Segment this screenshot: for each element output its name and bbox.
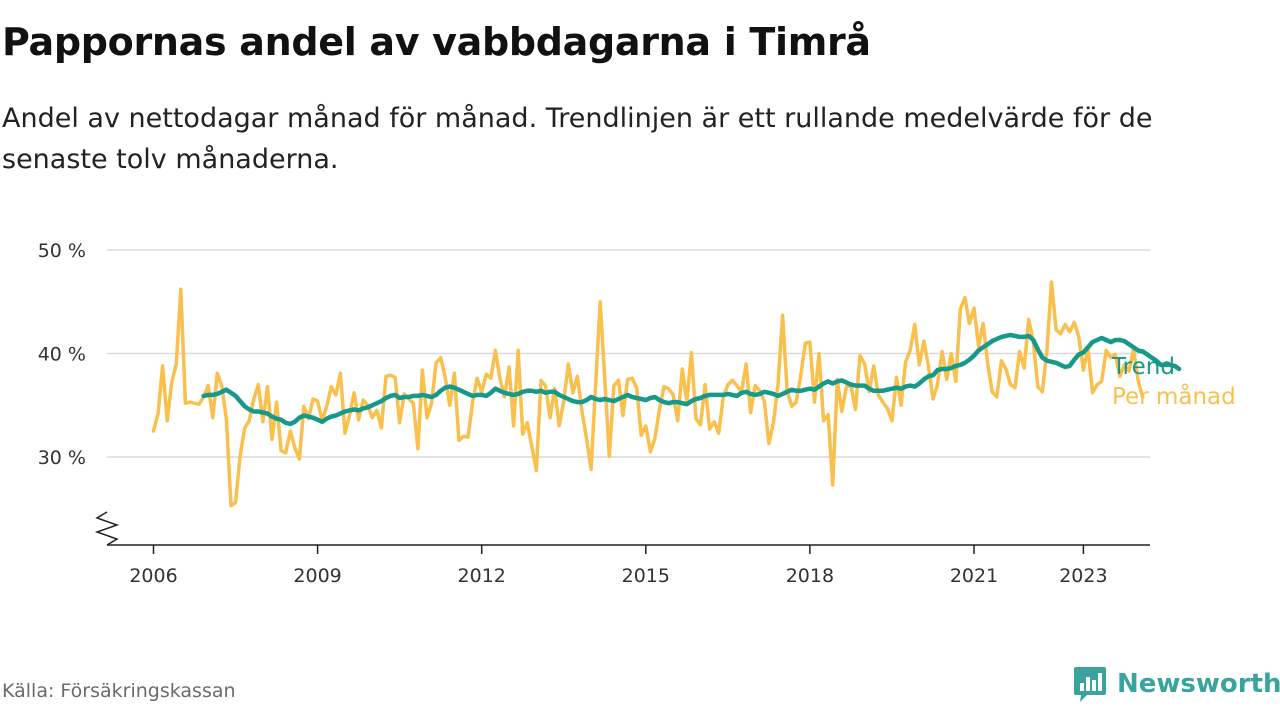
brand-name: Newsworthy [1117, 669, 1280, 699]
x-tick-label: 2023 [1059, 565, 1107, 587]
chart-title: Pappornas andel av vabbdagarna i Timrå [2, 20, 871, 64]
legend-label-trend: Trend [1111, 354, 1175, 380]
axis-break-icon [94, 511, 120, 546]
x-tick-label: 2009 [293, 565, 341, 587]
y-tick-label: 50 % [38, 240, 86, 262]
legend-label-monthly: Per månad [1112, 382, 1236, 410]
x-tick-label: 2021 [950, 565, 998, 587]
x-tick-label: 2006 [129, 565, 177, 587]
x-tick-label: 2012 [458, 565, 506, 587]
y-tick-label: 40 % [38, 344, 86, 366]
gridlines [107, 249, 1150, 458]
source-note: Källa: Försäkringskassan [2, 680, 236, 702]
bar-chart-logo-icon [1074, 667, 1106, 702]
line-chart: 2006 2009 2012 2015 2018 2021 2023 30 % 40 % 50 … [38, 240, 1236, 587]
chart-subtitle: Andel av nettodagar månad för månad. Tre… [2, 103, 1153, 175]
monthly-series-line [151, 280, 1145, 508]
x-tick-label: 2015 [622, 565, 670, 587]
brand-logo[interactable]: Newsworthy [1073, 665, 1280, 703]
y-tick-label: 30 % [38, 447, 86, 469]
x-tick-label: 2018 [786, 565, 834, 587]
y-axis-labels: 30 % 40 % 50 % [38, 240, 86, 469]
trend-series-line [201, 332, 1182, 427]
x-axis: 2006 2009 2012 2015 2018 2021 2023 [94, 511, 1150, 587]
series-lines [151, 280, 1182, 508]
